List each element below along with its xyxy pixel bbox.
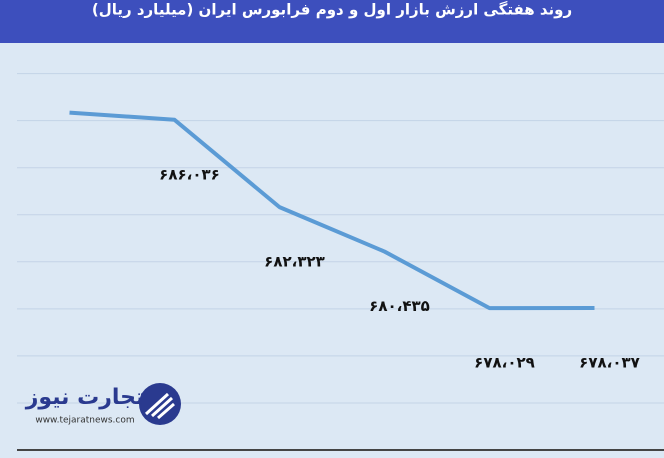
plot-area: ۶۸۶،۰۳۶ ۶۸۲،۳۲۳ ۶۸۰،۴۳۵ ۶۷۸،۰۲۹ ۶۷۸،۰۳۷ xyxy=(17,73,664,404)
logo-icon xyxy=(139,383,181,425)
header xyxy=(0,0,664,43)
data-label: ۶۸۶،۰۳۶ xyxy=(159,165,220,183)
logo-url: www.tejaratnews.com xyxy=(35,416,134,426)
logo-icon-stripes xyxy=(144,392,175,420)
logo-name: تجارت نیوز xyxy=(25,385,145,410)
line xyxy=(69,110,595,311)
data-label: ۶۷۸،۰۳۷ xyxy=(579,353,640,371)
data-label: ۶۸۲،۳۲۳ xyxy=(264,253,325,271)
logo: تجارت نیوز www.tejaratnews.com xyxy=(25,383,181,426)
chart-title: روند هفتگی ارزش بازار اول و دوم فرابورس … xyxy=(92,1,572,19)
data-label: ۶۷۸،۰۲۹ xyxy=(474,354,535,372)
data-label: ۶۸۰،۴۳۵ xyxy=(369,297,430,315)
